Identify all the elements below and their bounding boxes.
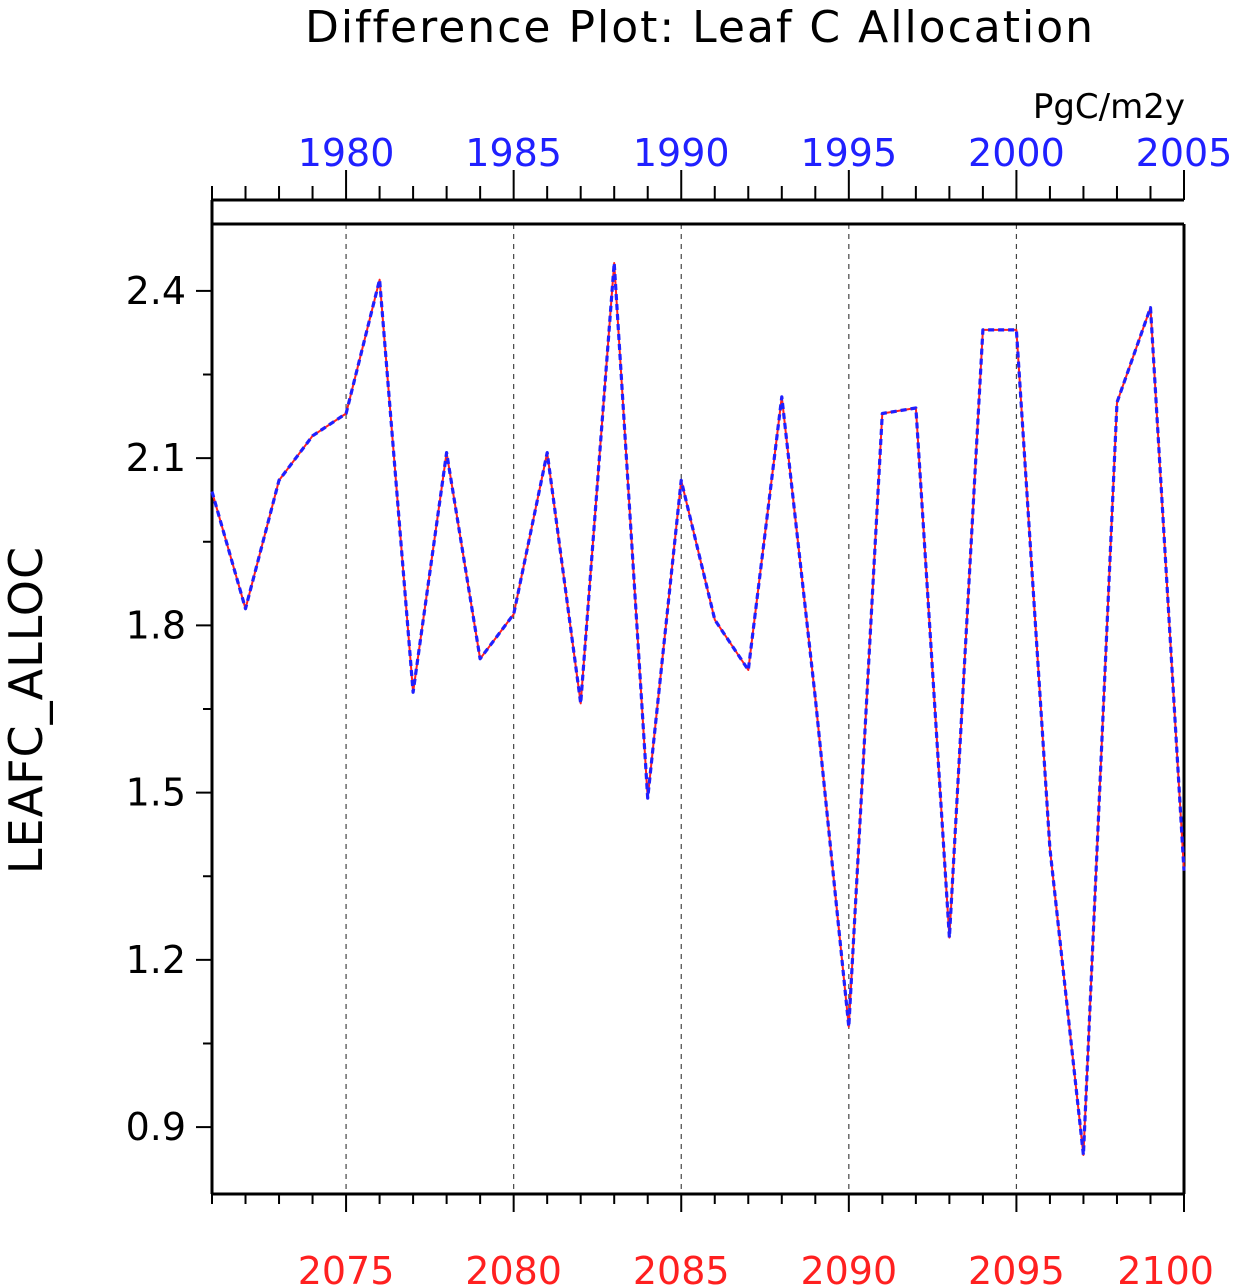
- x-top-tick-label: 1980: [298, 131, 395, 175]
- y-tick-label: 0.9: [126, 1105, 186, 1149]
- x-top-tick-label: 1995: [800, 131, 897, 175]
- x-top-tick-label: 2000: [968, 131, 1065, 175]
- tick-labels: 0.9 1.2 1.5 1.8 2.1 2.4 2075 2080 2085 2090 2095 21…: [126, 131, 1233, 1286]
- ticks: [196, 170, 1185, 1212]
- y-tick-label: 2.1: [126, 436, 186, 480]
- x-top-tick-label: 1985: [465, 131, 562, 175]
- y-tick-label: 2.4: [126, 269, 186, 313]
- x-bottom-tick-label: 2075: [298, 1249, 395, 1286]
- y-tick-label: 1.2: [126, 938, 186, 982]
- x-bottom-tick-label: 2085: [633, 1249, 730, 1286]
- x-top-tick-label: 2005: [1136, 131, 1233, 175]
- x-bottom-tick-label: 2095: [968, 1249, 1065, 1286]
- series-lines: [210, 261, 1186, 1157]
- units-label: PgC/m2y: [1033, 87, 1185, 127]
- x-top-tick-label: 1990: [633, 131, 730, 175]
- y-tick-label: 1.8: [126, 603, 186, 647]
- y-axis-label: LEAFC_ALLOC: [0, 546, 53, 874]
- x-bottom-tick-label: 2090: [800, 1249, 897, 1286]
- series-line-2: [210, 261, 1186, 1157]
- series-line-1: [211, 262, 1185, 1156]
- chart-title: Difference Plot: Leaf C Allocation: [305, 2, 1095, 53]
- x-bottom-tick-label: 2080: [465, 1249, 562, 1286]
- gridlines: [345, 224, 1018, 1194]
- axes: [210, 198, 1186, 1196]
- y-tick-label: 1.5: [126, 771, 186, 815]
- x-bottom-tick-label: 2100: [1117, 1249, 1214, 1286]
